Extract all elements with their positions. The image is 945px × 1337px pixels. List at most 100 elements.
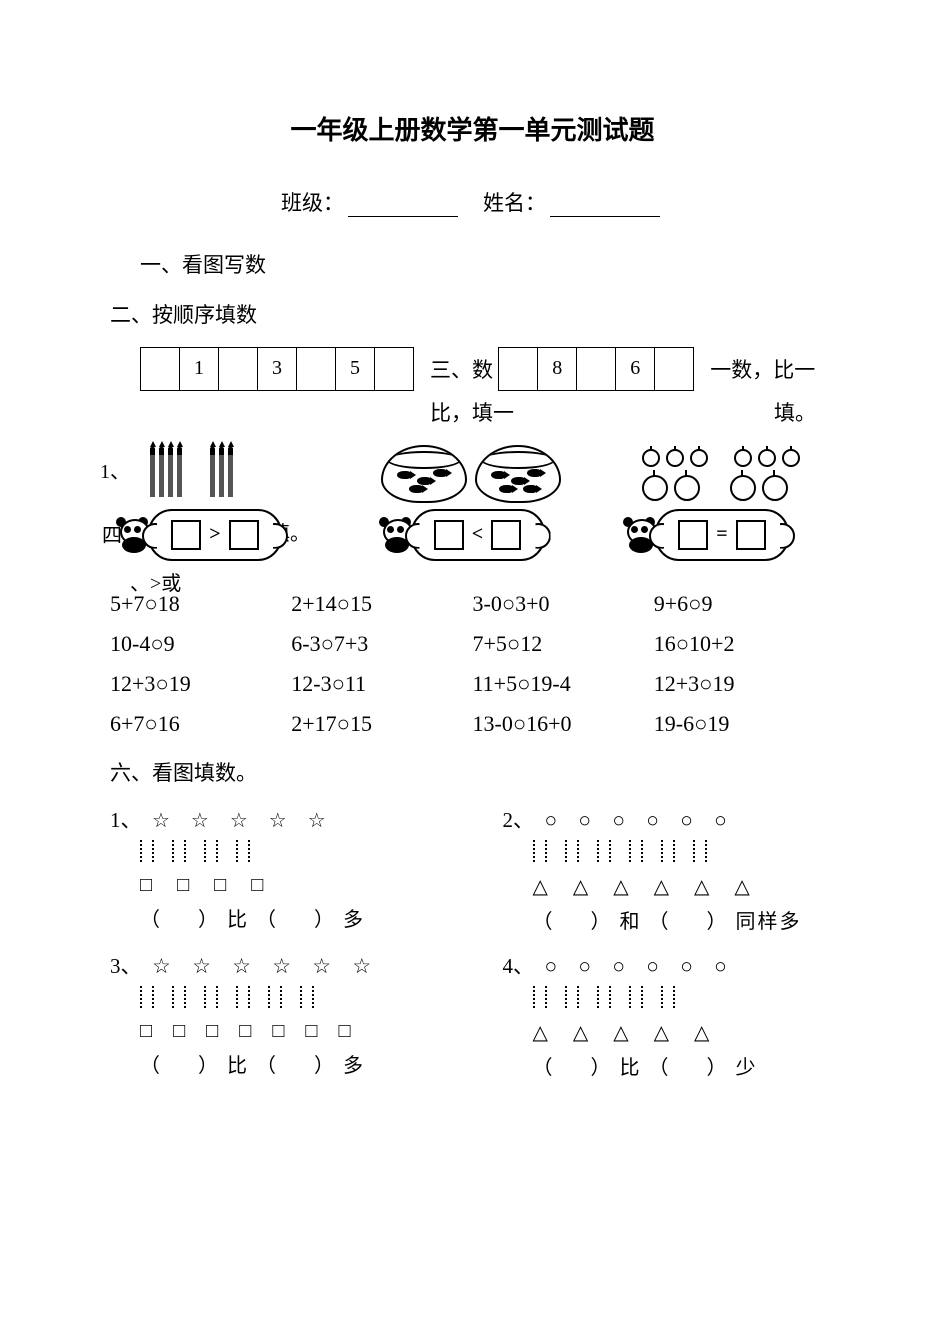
cmp-cell: 10-4○9	[110, 631, 291, 657]
seq1-cell[interactable]	[141, 347, 180, 390]
section-6-heading: 六、看图填数。	[110, 755, 835, 793]
seq2-cell[interactable]	[577, 347, 616, 390]
seq2-cell[interactable]	[499, 347, 538, 390]
picture-compare-row: 1、 四 填。 > 、>或	[110, 447, 835, 577]
cmp-cell: 9+6○9	[654, 591, 835, 617]
paren: （	[140, 909, 162, 931]
compare-box[interactable]	[171, 520, 201, 550]
paren: ）	[591, 911, 613, 933]
paren: ）	[314, 909, 336, 931]
sequence-table-2: 8 6	[498, 347, 694, 391]
comparison-grid: 5+7○18 2+14○15 3-0○3+0 9+6○9 10-4○9 6-3○…	[110, 591, 835, 737]
compare-group-2: <	[363, 447, 583, 577]
paren: （	[649, 1057, 671, 1079]
cmp-cell: 12-3○11	[291, 671, 472, 697]
paren: ）	[198, 1055, 220, 1077]
cmp-cell: 2+14○15	[291, 591, 472, 617]
compare-box[interactable]	[736, 520, 766, 550]
sequence-row: 1 3 5 三、数 8 6 一数，比一	[140, 347, 835, 391]
paren: （	[533, 1057, 555, 1079]
paren: （	[533, 911, 555, 933]
sequence-table-1: 1 3 5	[140, 347, 414, 391]
compare-box[interactable]	[229, 520, 259, 550]
p1-answer: （ ） 比 （ ） 多	[140, 903, 443, 932]
student-info-line: 班级： 姓名：	[110, 187, 835, 217]
name-blank[interactable]	[550, 195, 660, 217]
seq-line2-right: 填。	[774, 397, 816, 427]
section-2-heading: 二、按顺序填数	[110, 297, 835, 335]
lt-sign: <	[470, 523, 485, 546]
problem-6-4: 4、 ○ ○ ○ ○ ○ ○ △ △ △ △ △ （） 比 （） 少	[443, 950, 836, 1086]
problem-number-1: 1、	[100, 455, 130, 484]
p3-dashes	[140, 986, 443, 1014]
p3-squares: □ □ □ □ □ □ □	[140, 1020, 443, 1043]
p2-answer: （ ） 和 （ ） 同样多	[533, 905, 836, 934]
ans-mid: 比	[227, 909, 249, 931]
compare-box[interactable]	[678, 520, 708, 550]
problem-6-2: 2、 ○ ○ ○ ○ ○ ○ △ △ △ △ △ △ （） 和 （） 同样多	[443, 804, 836, 940]
seq1-cell: 1	[180, 347, 219, 390]
cmp-cell: 7+5○12	[473, 631, 654, 657]
seq2-cell: 8	[538, 347, 577, 390]
p3-stars: ☆ ☆ ☆ ☆ ☆ ☆	[152, 954, 379, 978]
name-label: 姓名：	[483, 191, 546, 215]
eq-sign: =	[714, 523, 729, 546]
section-1-heading: 一、看图写数	[110, 247, 835, 285]
paren: ）	[591, 1057, 613, 1079]
compare-cloud-2: <	[411, 509, 545, 561]
seq1-cell[interactable]	[297, 347, 336, 390]
p1-stars: ☆ ☆ ☆ ☆ ☆	[152, 810, 334, 832]
paren: ）	[198, 909, 220, 931]
paren: ）	[707, 911, 729, 933]
p2-num: 2、	[503, 808, 535, 832]
seq1-cell: 5	[336, 347, 375, 390]
problem-6-1: 1、 ☆ ☆ ☆ ☆ ☆ □ □ □ □ （ ） 比 （ ） 多	[110, 804, 443, 940]
seq-mid-label: 三、数	[430, 354, 493, 384]
cmp-cell: 13-0○16+0	[473, 711, 654, 737]
paren: （	[256, 1055, 278, 1077]
note-gt-or: 、>或	[130, 567, 181, 596]
ans-mid: 比	[620, 1057, 642, 1079]
compare-cloud-1: >	[148, 509, 282, 561]
p1-squares: □ □ □ □	[140, 874, 443, 897]
p3-answer: （） 比 （） 多	[140, 1049, 443, 1078]
paren: ）	[707, 1057, 729, 1079]
seq2-cell: 6	[616, 347, 655, 390]
cmp-cell: 19-6○19	[654, 711, 835, 737]
cmp-cell: 6+7○16	[110, 711, 291, 737]
p4-num: 4、	[503, 954, 535, 978]
fruits-icon	[639, 447, 809, 509]
seq-line2-left: 比，填一	[430, 397, 514, 427]
seq1-cell: 3	[258, 347, 297, 390]
p4-answer: （ ） 比 （ ） 少	[533, 1051, 836, 1080]
ans-end: 多	[343, 1055, 365, 1077]
ans-end: 同样多	[736, 911, 802, 933]
class-blank[interactable]	[348, 195, 458, 217]
compare-box[interactable]	[491, 520, 521, 550]
p4-circles: ○ ○ ○ ○ ○ ○	[545, 954, 735, 978]
gt-sign: >	[207, 523, 222, 546]
cmp-cell: 12+3○19	[654, 671, 835, 697]
seq1-cell[interactable]	[219, 347, 258, 390]
cmp-cell: 2+17○15	[291, 711, 472, 737]
p4-dashes	[533, 986, 836, 1014]
paren: ）	[314, 1055, 336, 1077]
seq-tail-text: 一数，比一	[710, 354, 815, 384]
p1-num: 1、	[110, 808, 142, 832]
ans-end: 少	[736, 1057, 758, 1079]
sequence-row-2: 比，填一 填。	[140, 397, 835, 427]
p2-circles: ○ ○ ○ ○ ○ ○	[545, 808, 735, 832]
ans-mid: 和	[620, 911, 642, 933]
cmp-cell: 16○10+2	[654, 631, 835, 657]
paren: （	[140, 1055, 162, 1077]
ans-end: 多	[343, 909, 365, 931]
seq2-cell[interactable]	[655, 347, 694, 390]
bowls-icon	[381, 445, 561, 503]
paren: （	[256, 909, 278, 931]
compare-group-3: =	[615, 447, 835, 577]
problem-6-3: 3、 ☆ ☆ ☆ ☆ ☆ ☆ □ □ □ □ □ □ □ （） 比 （） 多	[110, 950, 443, 1086]
compare-box[interactable]	[434, 520, 464, 550]
seq1-cell[interactable]	[375, 347, 414, 390]
paren: （	[649, 911, 671, 933]
compare-group-1: 1、 四 填。 > 、>或	[110, 447, 330, 577]
